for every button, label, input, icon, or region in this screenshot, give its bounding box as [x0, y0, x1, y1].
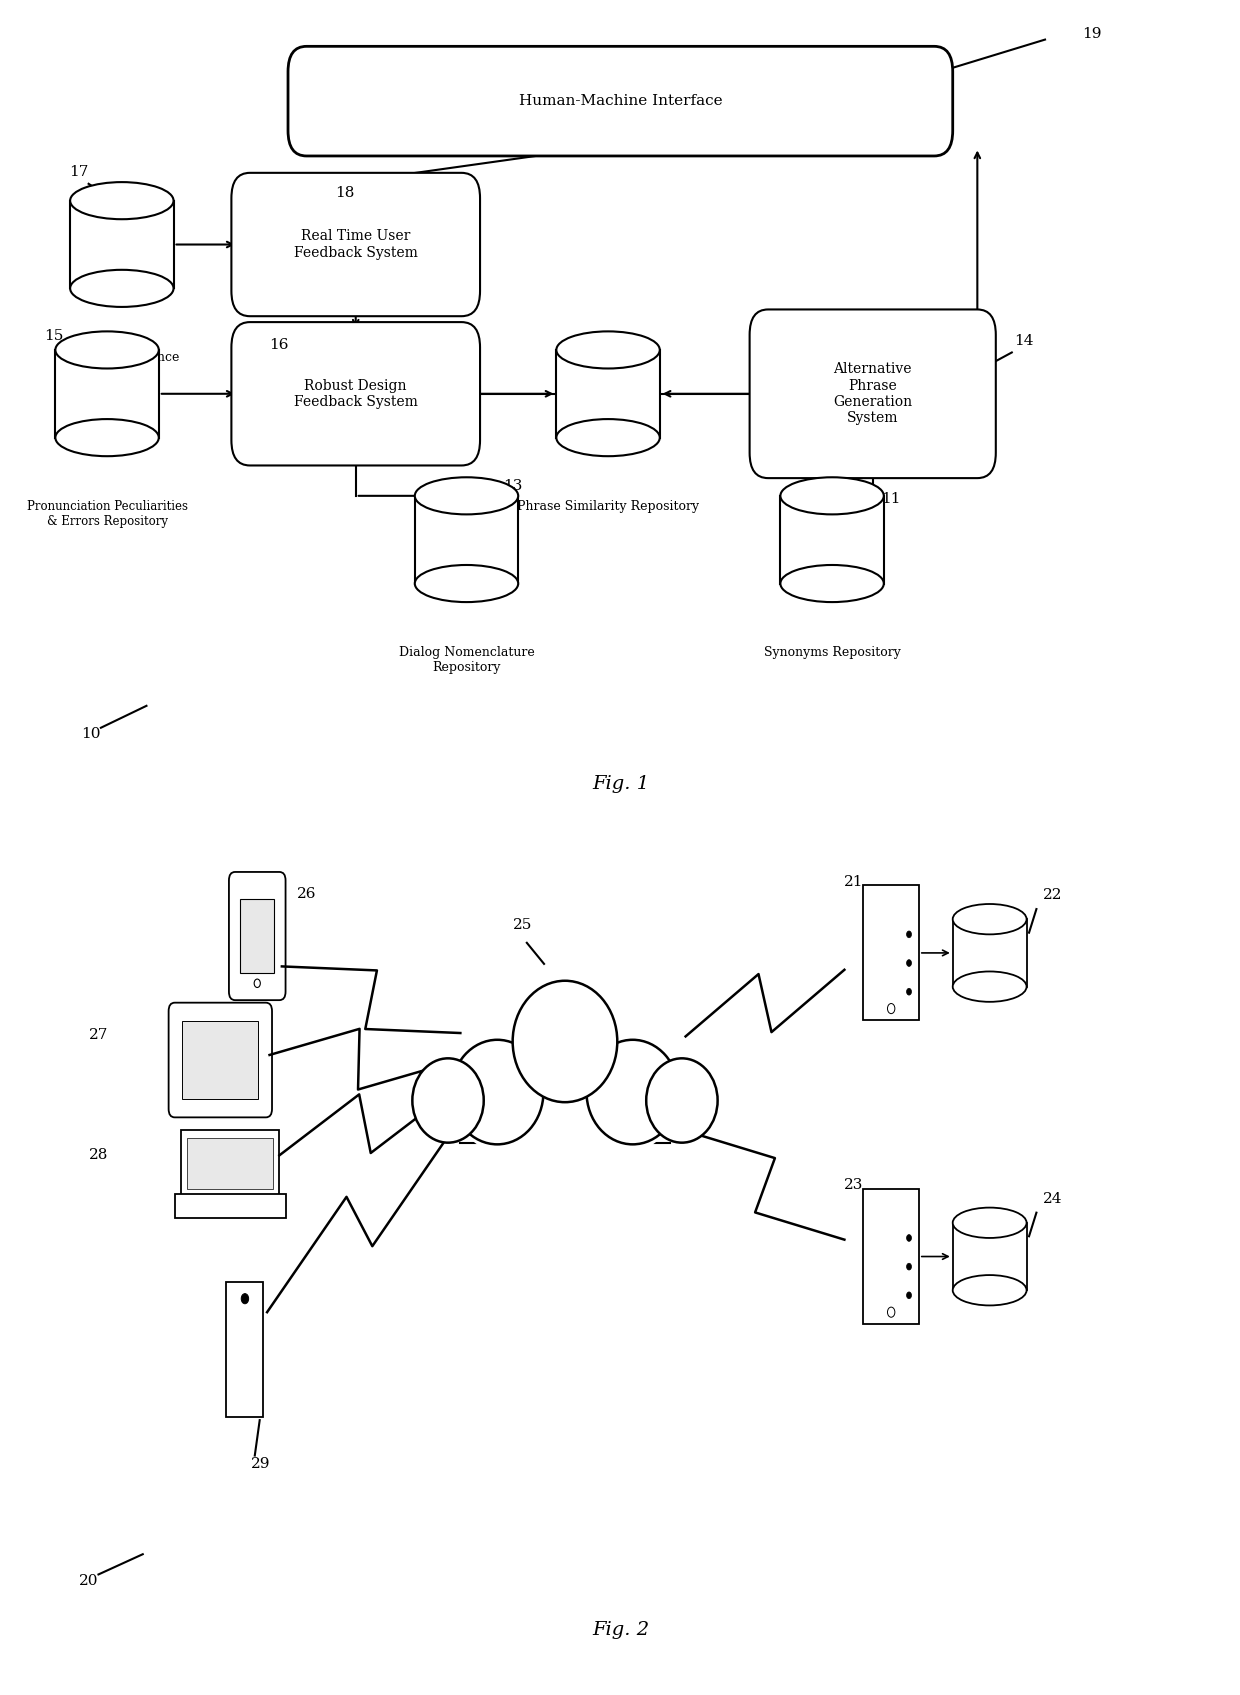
Circle shape [906, 1263, 911, 1270]
Ellipse shape [71, 270, 174, 307]
Ellipse shape [557, 332, 660, 368]
Text: 20: 20 [79, 1575, 98, 1588]
Text: 29: 29 [250, 1458, 270, 1471]
Bar [863, 885, 919, 1020]
Ellipse shape [415, 564, 518, 602]
Ellipse shape [512, 981, 618, 1102]
Text: Dialog Nomenclature
Repository: Dialog Nomenclature Repository [398, 646, 534, 675]
Text: 27: 27 [88, 1027, 108, 1042]
Ellipse shape [451, 1039, 543, 1144]
Bar [952, 1222, 1027, 1290]
Text: Internet: Internet [517, 1081, 614, 1102]
Ellipse shape [952, 903, 1027, 934]
Text: 18: 18 [335, 186, 355, 200]
Text: Real Time User
Feedback System: Real Time User Feedback System [294, 229, 418, 259]
Text: 14: 14 [1014, 334, 1034, 347]
Text: Pronunciation Peculiarities
& Errors Repository: Pronunciation Peculiarities & Errors Rep… [26, 500, 187, 529]
Circle shape [906, 931, 911, 937]
Bar [241, 898, 274, 973]
Circle shape [242, 1293, 249, 1303]
Text: 11: 11 [882, 492, 900, 505]
Ellipse shape [448, 1025, 682, 1170]
Text: 15: 15 [45, 329, 63, 342]
Bar [780, 497, 884, 583]
Text: 19: 19 [1083, 27, 1101, 41]
Bar [415, 497, 518, 583]
Circle shape [254, 980, 260, 988]
Circle shape [906, 988, 911, 995]
Bar [557, 349, 660, 437]
Bar [71, 200, 174, 288]
Ellipse shape [587, 1039, 678, 1144]
Text: 25: 25 [513, 917, 533, 932]
Text: 13: 13 [503, 480, 523, 493]
Circle shape [906, 959, 911, 966]
Ellipse shape [952, 1207, 1027, 1237]
Text: 26: 26 [296, 886, 316, 900]
Circle shape [888, 1003, 895, 1014]
Text: 10: 10 [82, 727, 100, 741]
Ellipse shape [646, 1058, 718, 1142]
FancyBboxPatch shape [750, 310, 996, 478]
Text: Synonyms Repository: Synonyms Repository [764, 646, 900, 659]
Ellipse shape [415, 478, 518, 514]
Ellipse shape [952, 971, 1027, 1002]
Bar [182, 1020, 258, 1098]
Ellipse shape [952, 1275, 1027, 1305]
Text: 21: 21 [844, 875, 864, 888]
Bar [175, 1193, 285, 1217]
Text: Fig. 2: Fig. 2 [591, 1620, 649, 1639]
Ellipse shape [780, 478, 884, 514]
Bar [187, 1139, 273, 1190]
Text: Phrase Similarity Repository: Phrase Similarity Repository [517, 500, 699, 514]
Text: 28: 28 [88, 1148, 108, 1163]
Ellipse shape [56, 419, 159, 456]
Ellipse shape [56, 332, 159, 368]
Text: Alternative
Phrase
Generation
System: Alternative Phrase Generation System [833, 363, 913, 425]
Text: 22: 22 [1043, 888, 1063, 902]
Ellipse shape [71, 181, 174, 219]
Bar [56, 349, 159, 437]
FancyBboxPatch shape [229, 871, 285, 1000]
FancyBboxPatch shape [232, 322, 480, 466]
Circle shape [906, 1292, 911, 1298]
FancyBboxPatch shape [232, 173, 480, 317]
Ellipse shape [780, 564, 884, 602]
Ellipse shape [413, 1058, 484, 1142]
Text: 12: 12 [626, 336, 646, 349]
FancyBboxPatch shape [169, 1003, 272, 1117]
Text: 17: 17 [69, 164, 88, 178]
Circle shape [888, 1307, 895, 1317]
Text: 24: 24 [1043, 1192, 1063, 1205]
Text: Robust Design
Feedback System: Robust Design Feedback System [294, 378, 418, 408]
Text: 23: 23 [844, 1178, 864, 1192]
Bar [952, 919, 1027, 986]
Bar [227, 1281, 263, 1417]
Text: 16: 16 [269, 337, 289, 351]
Text: Human-Machine Interface: Human-Machine Interface [518, 95, 722, 108]
FancyBboxPatch shape [288, 46, 952, 156]
Circle shape [906, 1234, 911, 1241]
Ellipse shape [557, 419, 660, 456]
Bar [863, 1190, 919, 1324]
Bar [181, 1131, 279, 1197]
Text: User Performance
Repository: User Performance Repository [64, 351, 180, 378]
Text: Fig. 1: Fig. 1 [591, 775, 649, 793]
